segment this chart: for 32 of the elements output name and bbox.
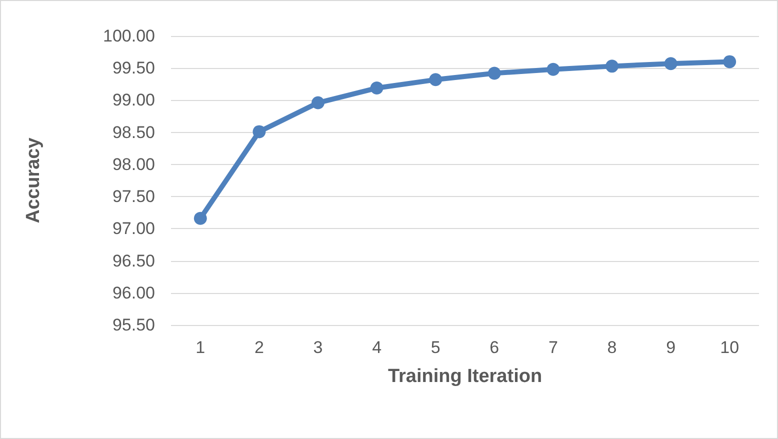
y-tick-label: 96.50 bbox=[112, 251, 155, 270]
x-tick-label: 10 bbox=[720, 338, 740, 357]
y-tick-label: 100.00 bbox=[103, 26, 155, 46]
y-tick-label: 97.50 bbox=[112, 187, 155, 206]
y-axis-title: Accuracy bbox=[23, 137, 44, 224]
point bbox=[606, 60, 618, 73]
point bbox=[664, 57, 678, 70]
y-tick-label: 98.00 bbox=[112, 154, 155, 174]
point bbox=[252, 125, 266, 138]
y-tick-label: 97.00 bbox=[112, 219, 155, 238]
x-tick-label: 1 bbox=[196, 338, 206, 357]
point bbox=[370, 82, 384, 95]
y-tick-label: 98.50 bbox=[112, 122, 155, 142]
point bbox=[312, 96, 324, 110]
x-tick-label: 3 bbox=[313, 338, 323, 357]
y-tick-label: 96.00 bbox=[112, 283, 155, 302]
point bbox=[546, 62, 560, 76]
x-tick-label: 9 bbox=[666, 338, 676, 357]
x-tick-label: 5 bbox=[430, 338, 440, 357]
point bbox=[723, 55, 736, 68]
x-tick-label: 7 bbox=[548, 338, 558, 357]
x-tick-label: 6 bbox=[490, 338, 500, 357]
x-tick-label: 4 bbox=[372, 338, 382, 357]
y-tick-label: 99.50 bbox=[112, 58, 155, 78]
point bbox=[194, 212, 207, 225]
point bbox=[429, 73, 442, 86]
y-tick-label: 95.50 bbox=[112, 316, 155, 334]
x-tick-label: 2 bbox=[254, 338, 264, 357]
point bbox=[488, 66, 501, 80]
x-tick-label: 8 bbox=[607, 338, 617, 357]
y-tick-label: 99.00 bbox=[112, 90, 155, 110]
x-axis-title: Training Iteration bbox=[388, 366, 542, 387]
